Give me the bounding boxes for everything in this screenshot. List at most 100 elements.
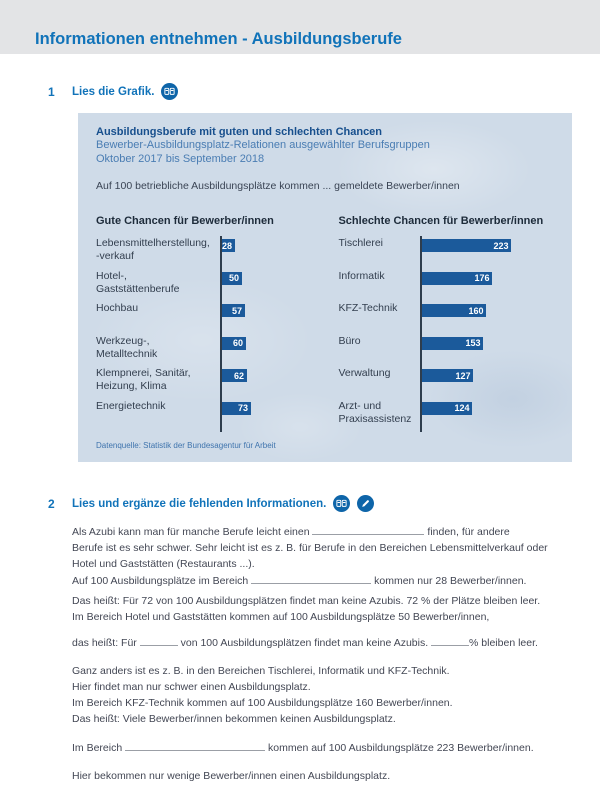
value-label: 153 <box>465 338 481 349</box>
bar-track: 50 <box>220 268 338 302</box>
value-label: 60 <box>232 338 243 349</box>
text-segment: % bleiben leer. <box>469 637 538 649</box>
bad-chances-column: Schlechte Chancen für Bewerber/innen Tisc… <box>338 215 554 432</box>
chart-row: KFZ-Technik 160 <box>338 301 554 334</box>
value-label: 124 <box>454 403 470 414</box>
task2-number: 2 <box>48 496 55 511</box>
text-segment: finden, für andere <box>424 526 510 538</box>
task2-title: Lies und ergänze die fehlenden Informati… <box>72 497 327 510</box>
value-bar: 60 <box>222 336 246 350</box>
worksheet-line: Berufe ist es sehr schwer. Sehr leicht i… <box>72 540 577 556</box>
bar-track: 127 <box>420 366 554 399</box>
chart-row: Arzt- und Praxisassistenz 124 <box>338 398 554 432</box>
text-segment: Hier findet man nur schwer einen Ausbild… <box>72 681 311 693</box>
text-segment: Hier bekommen nur wenige Bewerber/innen … <box>72 770 391 782</box>
category-label: Energietechnik <box>96 399 166 412</box>
page-header-band: Informationen entnehmen - Ausbildungsber… <box>0 0 600 54</box>
text-segment: Im Bereich <box>72 742 126 754</box>
bar-track: 153 <box>420 333 554 367</box>
text-segment: das heißt: Für <box>72 637 140 649</box>
worksheet-line: Im Bereich KFZ-Technik kommen auf 100 Au… <box>72 695 577 711</box>
value-label: 50 <box>228 273 239 284</box>
chart-row: Hotel-, Gaststättenberufe 50 <box>96 268 338 302</box>
book-icon <box>161 83 179 100</box>
text-segment: Hotel und Gaststätten (Restaurants ...). <box>72 558 255 570</box>
value-label: 73 <box>237 403 248 414</box>
text-segment: Das heißt: Viele Bewerber/innen bekommen… <box>72 713 396 725</box>
column-heading: Schlechte Chancen für Bewerber/innen <box>338 215 544 227</box>
book-icon <box>333 495 351 512</box>
blank-field <box>251 572 372 584</box>
value-label: 223 <box>493 240 509 251</box>
blank-field <box>125 739 266 751</box>
bar-rows: Lebensmittelherstellung, -verkauf 28 Hotel… <box>96 236 338 432</box>
task-2: 2 Lies und ergänze die fehlenden Informa… <box>48 495 375 512</box>
worksheet-line: Hier bekommen nur wenige Bewerber/innen … <box>72 768 577 784</box>
good-chances-column: Gute Chancen für Bewerber/innen Lebensmit… <box>96 215 338 432</box>
worksheet-line: Als Azubi kann man für manche Berufe lei… <box>72 523 577 540</box>
bar-track: 28 <box>220 236 338 269</box>
worksheet-line: Im Bereich kommen auf 100 Ausbildungsplä… <box>72 739 577 756</box>
text-segment: Im Bereich Hotel und Gaststätten kommen … <box>72 611 490 623</box>
value-bar: 73 <box>222 401 251 415</box>
value-bar: 62 <box>222 369 247 383</box>
value-bar: 124 <box>422 401 473 415</box>
chart-period: Oktober 2017 bis September 2018 <box>96 152 265 165</box>
chart-intro-text: Auf 100 betriebliche Ausbildungsplätze k… <box>96 180 460 192</box>
worksheet-line: Hier findet man nur schwer einen Ausbild… <box>72 679 577 695</box>
chart-row: Büro 153 <box>338 333 554 367</box>
bar-rows: Tischlerei 223 Informatik 176 KFZ-Technik 160… <box>338 236 554 432</box>
blank-field <box>431 634 470 646</box>
value-bar: 223 <box>422 239 512 252</box>
category-label: Klempnerei, Sanitär, Heizung, Klima <box>96 367 191 393</box>
value-bar: 127 <box>422 369 474 383</box>
worksheet-line: Auf 100 Ausbildungsplätze im Bereich kom… <box>72 572 577 589</box>
value-label: 127 <box>455 370 471 381</box>
task1-title: Lies die Grafik. <box>72 85 155 98</box>
task-1: 1 Lies die Grafik. <box>48 83 179 100</box>
chart-row: Werkzeug-, Metalltechnik 60 <box>96 333 338 367</box>
text-segment: kommen nur 28 Bewerber/innen. <box>371 575 527 587</box>
bar-track: 62 <box>220 366 338 399</box>
bar-track: 124 <box>420 398 554 432</box>
chart-row: Tischlerei 223 <box>338 236 554 269</box>
bar-track: 73 <box>220 398 338 432</box>
value-label: 28 <box>221 240 232 251</box>
category-label: KFZ-Technik <box>338 302 398 315</box>
value-bar: 153 <box>422 336 484 350</box>
value-bar: 176 <box>422 271 493 285</box>
category-label: Lebensmittelherstellung, -verkauf <box>96 237 210 262</box>
fill-in-text-block: Als Azubi kann man für manche Berufe lei… <box>72 523 577 784</box>
chart-title: Ausbildungsberufe mit guten und schlecht… <box>96 126 383 138</box>
chart-row: Hochbau 57 <box>96 301 338 334</box>
text-segment: Auf 100 Ausbildungsplätze im Bereich <box>72 575 252 587</box>
text-segment: Als Azubi kann man für manche Berufe lei… <box>72 526 313 538</box>
chart-columns: Gute Chancen für Bewerber/innen Lebensmit… <box>96 215 554 432</box>
text-segment: kommen auf 100 Ausbildungsplätze 223 Bew… <box>265 742 534 754</box>
worksheet-line: Im Bereich Hotel und Gaststätten kommen … <box>72 609 577 625</box>
chart-row: Energietechnik 73 <box>96 398 338 432</box>
worksheet-line: Hotel und Gaststätten (Restaurants ...). <box>72 556 577 572</box>
bar-track: 60 <box>220 333 338 367</box>
bar-track: 57 <box>220 301 338 334</box>
chart-row: Lebensmittelherstellung, -verkauf 28 <box>96 236 338 269</box>
category-label: Hotel-, Gaststättenberufe <box>96 269 180 295</box>
text-segment: Das heißt: Für 72 von 100 Ausbildungsplä… <box>72 595 541 607</box>
blank-field <box>139 634 178 646</box>
chart-row: Informatik 176 <box>338 268 554 302</box>
value-bar: 57 <box>222 304 245 318</box>
category-label: Informatik <box>338 269 385 282</box>
text-segment: von 100 Ausbildungsplätzen findet man ke… <box>177 637 432 649</box>
bar-track: 160 <box>420 301 554 334</box>
chart-row: Verwaltung 127 <box>338 366 554 399</box>
page-title: Informationen entnehmen - Ausbildungsber… <box>35 30 402 48</box>
bar-track: 176 <box>420 268 554 302</box>
chart-row: Klempnerei, Sanitär, Heizung, Klima 62 <box>96 366 338 399</box>
blank-field <box>312 523 425 535</box>
value-label: 57 <box>231 305 242 316</box>
category-label: Werkzeug-, Metalltechnik <box>96 334 158 360</box>
task1-number: 1 <box>48 84 55 99</box>
worksheet-line: Das heißt: Für 72 von 100 Ausbildungsplä… <box>72 593 577 609</box>
chart-source: Datenquelle: Statistik der Bundesagentur… <box>96 440 276 450</box>
